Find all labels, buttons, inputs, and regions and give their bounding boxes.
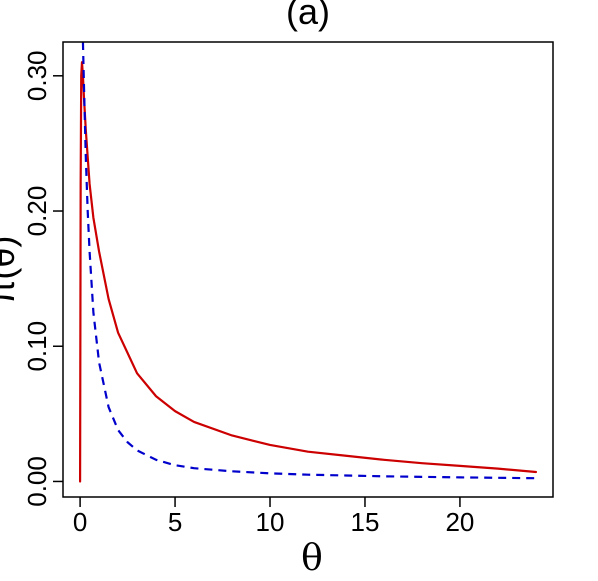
x-tick-label: 0 bbox=[73, 507, 87, 537]
x-tick-label: 15 bbox=[351, 507, 380, 537]
chart-title: (a) bbox=[286, 0, 330, 32]
y-tick-label: 0.00 bbox=[22, 456, 52, 507]
x-tick-label: 10 bbox=[256, 507, 285, 537]
solid-series-line bbox=[78, 61, 538, 483]
x-axis-label: θ bbox=[301, 538, 323, 579]
y-tick-label: 0.10 bbox=[22, 321, 52, 372]
y-tick-label: 0.20 bbox=[22, 186, 52, 237]
dashed-series-line bbox=[81, 42, 536, 480]
plot-frame bbox=[62, 41, 554, 498]
x-tick-label: 5 bbox=[168, 507, 182, 537]
x-tick-label: 20 bbox=[445, 507, 474, 537]
y-tick-label: 0.30 bbox=[22, 50, 52, 101]
y-axis-label: π(θ) bbox=[0, 236, 22, 305]
